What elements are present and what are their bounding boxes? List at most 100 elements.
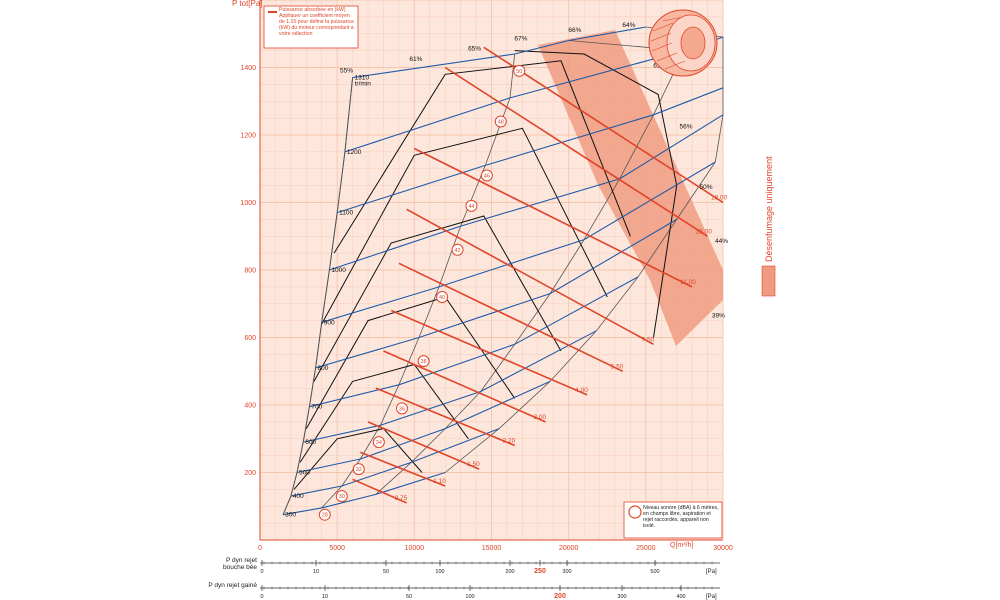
x-tick-label: 0 xyxy=(258,545,262,552)
power-line-label: 5.50 xyxy=(611,363,624,370)
efficiency-label: 44% xyxy=(715,238,728,245)
efficiency-label: 67% xyxy=(514,36,527,43)
efficiency-curve xyxy=(299,363,469,463)
speed-curve xyxy=(321,161,716,323)
speed-curve-label: 600 xyxy=(305,439,316,446)
speed-curve-label: 300 xyxy=(285,512,296,519)
smoke-side-label: Désenfumage uniquement xyxy=(764,156,774,262)
scale-tick-label: 300 xyxy=(562,569,571,575)
power-line-label: 4.00 xyxy=(575,387,588,394)
noise-marker-label: 50 xyxy=(516,69,522,75)
scale-tick-label: 50 xyxy=(406,594,412,600)
y-axis-title: P tot[Pa] xyxy=(232,0,263,8)
power-lines: 0.75 1.10 1.50 2.20 3.00 4.00 5.50 7.50 11.00 15.… xyxy=(352,46,728,504)
noise-marker xyxy=(395,402,408,415)
scale-tick-label: 100 xyxy=(435,569,444,575)
speed-curve-label: 700 xyxy=(311,404,322,411)
efficiency-label: 65% xyxy=(468,46,481,53)
power-line xyxy=(390,309,588,396)
noise-marker-label: 42 xyxy=(454,248,460,254)
x-axis-title: Q[m³/h] xyxy=(670,542,693,549)
noise-marker-label: 36 xyxy=(399,406,405,412)
power-line-label: 2.20 xyxy=(503,438,516,445)
noise-marker-label: 44 xyxy=(468,204,474,210)
efficiency-label: 50% xyxy=(700,184,713,191)
speed-curve-label: 1310 xyxy=(355,75,370,82)
noise-marker-label: 30 xyxy=(339,494,345,500)
efficiency-curves xyxy=(282,26,724,515)
scale-bouche-label: P dyn rejet bouche bée xyxy=(223,557,257,571)
noise-legend-text: Niveau sonore (dBA) à 6 mètres, en champ… xyxy=(643,505,719,529)
power-line xyxy=(352,478,407,504)
scale-tick-label: 100 xyxy=(465,594,474,600)
noise-marker-label: 40 xyxy=(439,295,445,301)
power-line-label: 15.00 xyxy=(696,228,713,235)
axes xyxy=(259,0,723,541)
scale-bouche-unit: [Pa] xyxy=(706,569,717,575)
noise-marker xyxy=(513,64,526,77)
noise-marker xyxy=(352,463,365,476)
x-tick-labels: 0 5000 10000 15000 20000 25000 30000 xyxy=(258,545,733,552)
speed-curve xyxy=(290,428,500,497)
efficiency-label: 61% xyxy=(409,56,422,63)
efficiency-label: 64% xyxy=(622,22,635,29)
scale-tick-label: 250 xyxy=(534,568,546,575)
x-tick-label: 5000 xyxy=(329,545,345,552)
scale-tick-label: 10 xyxy=(313,569,319,575)
y-tick-label: 1000 xyxy=(240,200,256,207)
power-line-label: 1.50 xyxy=(467,461,480,468)
x-tick-label: 15000 xyxy=(482,545,502,552)
noise-marker-label: 34 xyxy=(376,440,382,446)
power-line-label: 3.00 xyxy=(534,414,547,421)
efficiency-curve xyxy=(305,296,516,429)
noise-marker xyxy=(494,115,507,128)
speed-unit-label: tr/min xyxy=(355,81,372,88)
scale-tick-label: 400 xyxy=(676,594,685,600)
noise-marker xyxy=(436,291,449,303)
efficiency-curve xyxy=(321,127,608,325)
noise-legend-circle xyxy=(628,505,642,519)
power-line xyxy=(406,208,654,346)
scale-tick-label: 10 xyxy=(322,594,328,600)
power-line xyxy=(375,387,516,447)
speed-curve-label: 900 xyxy=(324,319,335,326)
noise-marker xyxy=(480,169,493,182)
x-tick-label: 30000 xyxy=(713,545,733,552)
speed-curve-label: 1100 xyxy=(339,210,353,217)
smoke-zone-polygon xyxy=(538,30,723,346)
power-line-label: 0.75 xyxy=(395,495,408,502)
speed-curve-label: 1200 xyxy=(347,149,362,156)
noise-marker-label: 32 xyxy=(356,467,362,473)
speed-curve xyxy=(337,87,724,214)
noise-marker xyxy=(451,243,464,256)
speed-curve xyxy=(309,276,639,408)
speed-curve xyxy=(303,330,597,443)
speed-curve xyxy=(283,471,446,516)
power-line xyxy=(383,350,546,423)
power-line xyxy=(444,66,709,237)
noise-legend: Niveau sonore (dBA) à 6 mètres, en champ… xyxy=(623,501,723,539)
efficiency-curve xyxy=(514,50,678,338)
noise-marker-label: 28 xyxy=(322,513,328,519)
efficiency-label: 39% xyxy=(712,312,725,319)
y-tick-label: 1400 xyxy=(240,65,256,72)
y-tick-label: 600 xyxy=(244,335,256,342)
speed-curve-label: 500 xyxy=(299,470,310,477)
x-tick-label: 20000 xyxy=(559,545,579,552)
scale-tick-label: 0 xyxy=(260,594,263,600)
efficiency-curve xyxy=(293,428,423,490)
scale-tick-label: 300 xyxy=(617,594,626,600)
y-tick-label: 200 xyxy=(244,470,256,477)
noise-marker xyxy=(465,199,478,212)
power-line-label: 11.00 xyxy=(680,279,696,286)
scale-tick-label: 50 xyxy=(383,569,389,575)
scale-tick-label: 0 xyxy=(260,569,263,575)
y-tick-labels: 200 400 600 800 1000 1200 1400 xyxy=(240,65,256,477)
scale-tick-label: 200 xyxy=(505,569,514,575)
power-line xyxy=(360,451,446,487)
scale-tick-label: 200 xyxy=(554,593,566,600)
efficiency-label: 66% xyxy=(568,27,581,34)
noise-marker-label: 48 xyxy=(498,120,504,126)
noise-marker xyxy=(318,508,331,521)
